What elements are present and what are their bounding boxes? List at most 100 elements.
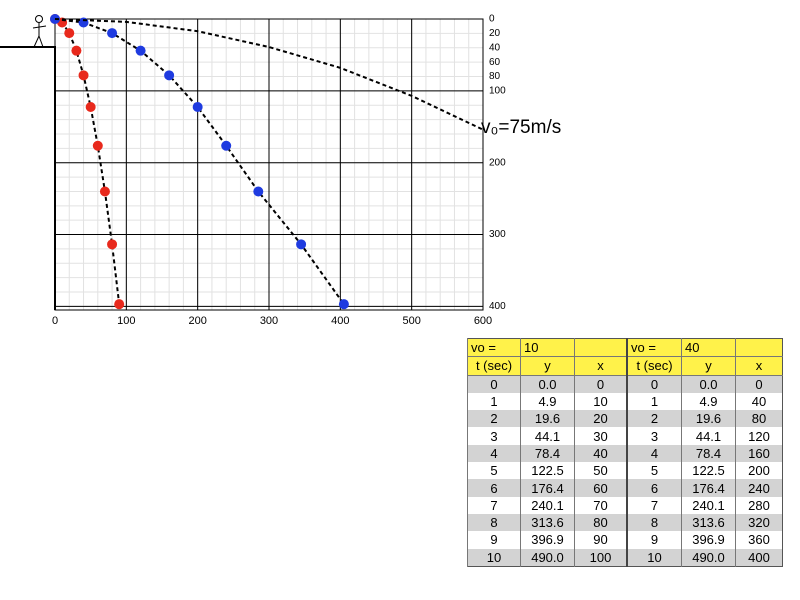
x-tick-label: 100 [117, 315, 135, 327]
x-tick-label: 600 [474, 315, 492, 327]
table-cell: 240 [735, 479, 783, 497]
trajectory-line [54, 18, 121, 305]
table-cell: 280 [735, 496, 783, 514]
table-cell: 80 [574, 513, 627, 532]
table-cell: 50 [574, 462, 627, 480]
table-cell: 70 [574, 496, 627, 514]
point [164, 70, 175, 81]
table-cell: 490.0 [681, 548, 736, 567]
point [85, 102, 96, 113]
table-cell: 4 [626, 444, 682, 463]
table-cell: 44.1 [681, 427, 736, 445]
table-row: 1 4.9 10 1 4.9 40 [467, 392, 783, 411]
table-row: 8 313.6 80 8 313.6 320 [467, 513, 783, 532]
x-tick-label: 200 [188, 315, 206, 327]
y-tick-label: 40 [489, 42, 501, 53]
table-cell: 176.4 [681, 479, 736, 497]
table-cell: 0.0 [520, 375, 575, 393]
table-cell: y [520, 356, 575, 376]
table-cell: t (sec) [626, 356, 682, 376]
table-cell: 0 [735, 375, 783, 393]
table-cell [574, 338, 627, 358]
x-tick-label: 300 [260, 315, 278, 327]
x-tick-label: 0 [52, 315, 58, 327]
table-cell: 80 [735, 410, 783, 428]
y-tick-label: 200 [489, 157, 506, 168]
x-tick-label: 400 [331, 315, 349, 327]
table-cell: 6 [626, 479, 682, 497]
table-cell: 120 [735, 427, 783, 445]
table-cell: 10 [467, 548, 521, 567]
point [338, 299, 349, 310]
table-cell: 10 [520, 338, 575, 358]
table-cell: 90 [574, 531, 627, 549]
point [71, 45, 82, 56]
table-cell: 4.9 [520, 392, 575, 411]
table-cell: 2 [467, 410, 521, 428]
trajectory-line [54, 18, 484, 131]
data-table: vo = 10 vo = 40 t (sec) y x t (sec) y x 0 0.0 0 0 0.0 0… [467, 338, 783, 567]
table-row: 4 78.4 40 4 78.4 160 [467, 444, 783, 463]
table-cell: 20 [574, 410, 627, 428]
point [107, 28, 118, 39]
table-cell: 320 [735, 513, 783, 532]
grid [54, 18, 484, 310]
x-tick-label: 500 [402, 315, 420, 327]
table-row: 6 176.4 60 6 176.4 240 [467, 479, 783, 497]
point [99, 186, 110, 197]
y-tick-label: 300 [489, 229, 506, 240]
table-cell: 240.1 [681, 496, 736, 514]
annotation: v₀=75m/s [481, 117, 561, 138]
y-tick-label: 80 [489, 71, 501, 82]
table-cell: 9 [626, 531, 682, 549]
table-cell: 40 [735, 392, 783, 411]
table-cell: 240.1 [520, 496, 575, 514]
table-cell: 0 [626, 375, 682, 393]
table-cell: 1 [626, 392, 682, 411]
table-cell: 5 [626, 462, 682, 480]
table-cell: x [735, 356, 783, 376]
point [78, 17, 89, 28]
table-cell: 10 [574, 392, 627, 411]
y-tick-label: 0 [489, 14, 495, 25]
table-cell: 78.4 [520, 444, 575, 463]
point [192, 102, 203, 113]
table-cell: 40 [574, 444, 627, 463]
cliff [0, 46, 56, 310]
table-cell: 360 [735, 531, 783, 549]
table-cell: 160 [735, 444, 783, 463]
table-row: 0 0.0 0 0 0.0 0 [467, 375, 783, 393]
table-cell: 490.0 [520, 548, 575, 567]
table-cell: 0 [574, 375, 627, 393]
table-cell: 4 [467, 444, 521, 463]
trajectory-line [54, 18, 345, 305]
point [107, 239, 118, 250]
table-row: 3 44.1 30 3 44.1 120 [467, 427, 783, 445]
table-cell: 100 [574, 548, 627, 567]
point [296, 239, 307, 250]
table-cell: 3 [467, 427, 521, 445]
table-cell: 44.1 [520, 427, 575, 445]
table-cell: 19.6 [681, 410, 736, 428]
table-row: 7 240.1 70 7 240.1 280 [467, 496, 783, 514]
table-cell: 60 [574, 479, 627, 497]
y-tick-label: 60 [489, 57, 501, 68]
point [92, 140, 103, 151]
table-cell: 122.5 [520, 462, 575, 480]
table-cell: 400 [735, 548, 783, 567]
table-row: 10 490.0 100 10 490.0 400 [467, 548, 783, 567]
table-cell: 122.5 [681, 462, 736, 480]
y-tick-label: 100 [489, 85, 506, 96]
stick-figure [32, 15, 47, 48]
table-cell: 4.9 [681, 392, 736, 411]
table-cell: 8 [626, 513, 682, 532]
table-cell: 200 [735, 462, 783, 480]
y-tick-label: 20 [489, 28, 501, 39]
table-cell: 10 [626, 548, 682, 567]
point [78, 70, 89, 81]
point [64, 28, 75, 39]
table-cell: 396.9 [681, 531, 736, 549]
table-cell: 7 [467, 496, 521, 514]
table-cell: 313.6 [681, 513, 736, 532]
chart: v₀=75m/s 0 100 200 300 400 500 600 0 20 40 60 80 100… [0, 14, 561, 327]
